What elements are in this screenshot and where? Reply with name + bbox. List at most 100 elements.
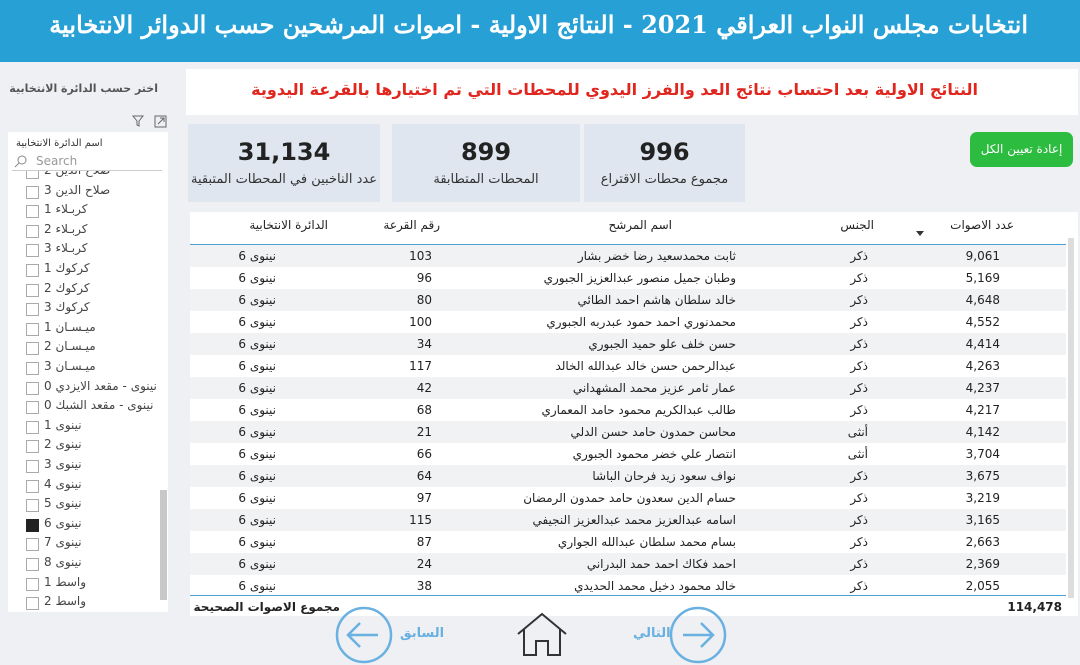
slicer-item[interactable]: نينوى - مقعد الايزدي 0	[26, 379, 158, 398]
slicer-item[interactable]: ميـسـان 3	[26, 359, 158, 378]
table-cell: نينوى 6	[238, 557, 276, 571]
checkbox[interactable]	[26, 479, 39, 493]
slicer-item-label[interactable]: واسط 1	[44, 574, 87, 589]
checkbox[interactable]	[26, 440, 39, 454]
table-scrollbar[interactable]	[1068, 238, 1074, 598]
table-row: 3,219 ذكر حسام الدين سعدون حامد حمدون الرم…	[190, 487, 1066, 509]
table-cell: 2,369	[965, 557, 1000, 571]
slicer-item[interactable]: كربـلاء 2	[26, 222, 158, 241]
slicer-item[interactable]: ميـسـان 1	[26, 320, 158, 339]
slicer-item[interactable]: نينوى 3	[26, 457, 158, 476]
checkbox[interactable]	[26, 303, 39, 317]
slicer-item[interactable]: كركوك 2	[26, 281, 158, 300]
slicer-item-label[interactable]: نينوى 3	[44, 457, 82, 471]
slicer-item-label[interactable]: كربـلاء 2	[44, 221, 88, 236]
checkbox[interactable]	[26, 185, 39, 199]
checkbox[interactable]	[26, 244, 39, 258]
checkbox[interactable]	[26, 577, 39, 591]
checkbox[interactable]	[26, 597, 39, 611]
slicer-item-label[interactable]: ميـسـان 1	[44, 319, 96, 334]
table-row: 5,169 ذكر وطبان جميل منصور عبدالعزيز الجبو…	[190, 267, 1066, 289]
checkbox[interactable]	[26, 205, 39, 219]
slicer-item-label[interactable]: نينوى 1	[44, 417, 82, 432]
total-value: 114,478	[1007, 600, 1062, 614]
checkbox[interactable]	[26, 460, 39, 473]
slicer-item[interactable]: نينوى - مقعد الشبك 0	[26, 398, 158, 417]
previous-label[interactable]: السابق	[400, 626, 445, 641]
slicer-item[interactable]: واسط 1	[26, 575, 158, 594]
column-header[interactable]: رقم القرعة	[383, 218, 440, 232]
slicer-item-label[interactable]: نينوى - مقعد الشبك 0	[44, 398, 154, 413]
slicer-item[interactable]: نينوى 2	[26, 437, 158, 456]
scrollbar[interactable]	[160, 490, 167, 600]
column-header[interactable]: الجنس	[840, 218, 874, 232]
slicer-item-label[interactable]: نينوى - مقعد الايزدي 0	[44, 378, 157, 393]
slicer-item-label[interactable]: كركوك 1	[44, 261, 90, 275]
slicer-item[interactable]: نينوى 5	[26, 496, 158, 515]
checkbox[interactable]	[26, 322, 39, 336]
next-label[interactable]: التالي	[633, 626, 671, 641]
checkbox[interactable]	[26, 362, 39, 375]
slicer-item[interactable]: نينوى 7	[26, 535, 158, 554]
table-row: 4,648 ذكر خالد سلطان هاشم احمد الطائي 80 نين…	[190, 289, 1066, 311]
slicer-item[interactable]: صلاح الدين 3	[26, 183, 158, 202]
checkbox[interactable]	[26, 420, 39, 434]
slicer-item-label[interactable]: ميـسـان 3	[44, 359, 96, 373]
checkbox[interactable]	[26, 518, 39, 532]
slicer-item[interactable]: كركوك 3	[26, 300, 158, 319]
home-icon[interactable]	[514, 610, 570, 660]
slicer-item-label[interactable]: نينوى 5	[44, 496, 82, 511]
slicer-item[interactable]: ميـسـان 2	[26, 339, 158, 358]
next-icon[interactable]	[665, 605, 735, 665]
table-cell: 4,263	[965, 359, 1000, 373]
slicer-item-label[interactable]: نينوى 7	[44, 535, 82, 550]
slicer-item[interactable]: نينوى 4	[26, 477, 158, 496]
slicer-item-label[interactable]: نينوى 2	[44, 437, 82, 452]
table-cell: 97	[416, 491, 432, 505]
checkbox[interactable]	[26, 499, 39, 513]
slicer-item-label[interactable]: كربـلاء 3	[44, 241, 88, 256]
slicer-item-label[interactable]: كركوك 2	[44, 280, 90, 295]
table-header: عدد الاصوات الجنس اسم المرشح رقم القرعة الدا…	[190, 212, 1066, 245]
slicer-item-label[interactable]: نينوى 6	[44, 515, 82, 530]
slicer-item[interactable]: كركوك 1	[26, 261, 158, 280]
table-cell: ذكر	[850, 381, 868, 395]
checkbox[interactable]	[26, 171, 39, 179]
slicer-item[interactable]: نينوى 8	[26, 555, 158, 574]
slicer-item[interactable]: نينوى 6	[26, 516, 158, 535]
table-cell: 21	[416, 425, 432, 439]
slicer-item[interactable]: واسط 2	[26, 594, 158, 611]
checkbox[interactable]	[26, 401, 39, 415]
sort-arrow[interactable]	[916, 231, 926, 237]
column-header[interactable]: الدائرة الانتخابية	[249, 218, 328, 232]
slicer-item-label[interactable]: نينوى 4	[44, 476, 82, 491]
reset-button[interactable]: إعادة تعيين الكل	[970, 132, 1073, 167]
checkbox[interactable]	[26, 283, 39, 297]
table-cell: حسام الدين سعدون حامد حمدون الرمضان	[523, 491, 736, 505]
checkbox[interactable]	[26, 381, 39, 395]
slicer-item-label[interactable]: صلاح الدين 3	[44, 182, 111, 197]
column-header[interactable]: عدد الاصوات	[950, 218, 1014, 232]
slicer-item-label[interactable]: كركوك 3	[44, 300, 90, 315]
checkbox[interactable]	[26, 538, 39, 552]
table-body: 9,061 ذكر ثابت محمدسعيد رضا خضر بشار 103 نين…	[190, 245, 1066, 595]
slicer-item[interactable]: كربـلاء 1	[26, 202, 158, 221]
slicer-item[interactable]: نينوى 1	[26, 418, 158, 437]
slicer-item-label[interactable]: صلاح الدين 2	[44, 171, 110, 177]
previous-icon[interactable]	[330, 605, 410, 665]
slicer-item[interactable]: صلاح الدين 2	[26, 171, 158, 182]
table-cell: خالد سلطان هاشم احمد الطائي	[577, 293, 736, 307]
slicer-item-label[interactable]: ميـسـان 2	[44, 339, 96, 354]
checkbox[interactable]	[26, 558, 39, 571]
slicer-item-label[interactable]: واسط 2	[44, 594, 87, 609]
slicer-item-label[interactable]: نينوى 8	[44, 555, 82, 569]
slicer-item[interactable]: كربـلاء 3	[26, 241, 158, 260]
slicer-item-label[interactable]: كربـلاء 1	[44, 202, 88, 217]
table-cell: نينوى 6	[238, 579, 276, 593]
slicer-icons[interactable]	[130, 114, 170, 130]
checkbox[interactable]	[26, 342, 39, 356]
checkbox[interactable]	[26, 264, 39, 277]
checkbox[interactable]	[26, 224, 39, 238]
column-header[interactable]: اسم المرشح	[608, 218, 672, 232]
search-box[interactable]: Search	[36, 154, 78, 168]
